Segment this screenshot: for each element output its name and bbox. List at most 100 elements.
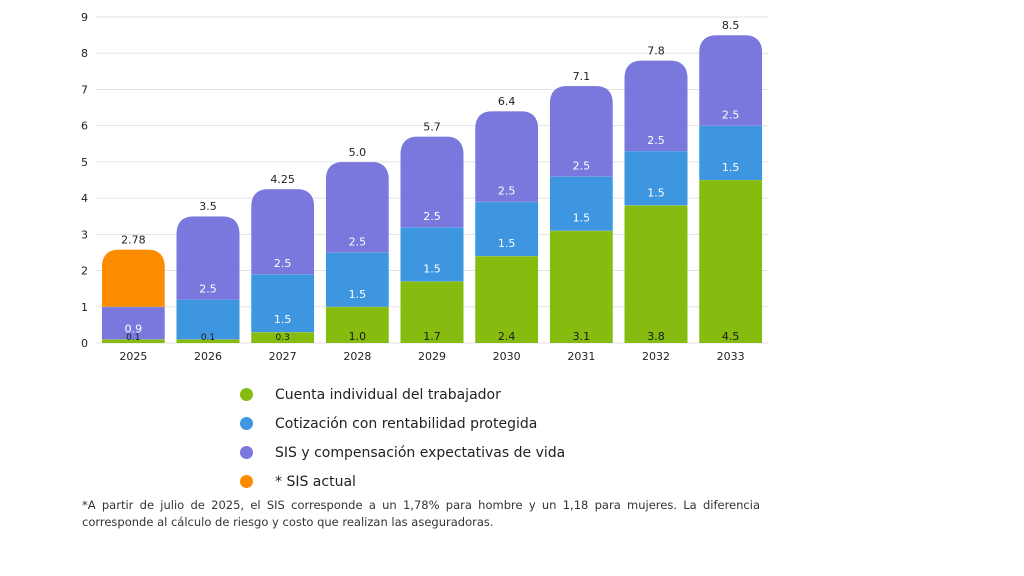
bar-segment	[624, 151, 688, 206]
bar-group-2030	[475, 111, 539, 343]
bar-group-2025	[101, 249, 165, 343]
bar-segment	[325, 161, 389, 253]
y-tick-label: 7	[81, 83, 88, 96]
legend: Cuenta individual del trabajador Cotizac…	[240, 380, 565, 496]
bar-group-2026	[176, 216, 240, 343]
legend-item-cuenta-individual: Cuenta individual del trabajador	[240, 380, 565, 409]
bar-group-2032	[624, 60, 688, 343]
x-tick-label: 2027	[269, 350, 297, 363]
legend-label: * SIS actual	[275, 473, 356, 490]
total-label: 2.78	[121, 234, 146, 247]
legend-swatch	[240, 417, 253, 430]
x-axis-ticks: 2025 2026 2027 2028 2029 2030 2031 2032 2033	[119, 350, 744, 363]
bars	[101, 35, 763, 343]
legend-label: Cuenta individual del trabajador	[275, 386, 501, 403]
bar-segment	[549, 230, 613, 343]
bar-segment	[475, 111, 539, 202]
data-label: 1.5	[647, 186, 665, 199]
y-tick-label: 5	[81, 156, 88, 169]
data-label: 0.1	[201, 333, 215, 343]
x-tick-label: 2032	[642, 350, 670, 363]
legend-label: SIS y compensación expectativas de vida	[275, 444, 566, 461]
data-label: 2.5	[423, 210, 441, 223]
bar-segment	[251, 332, 315, 343]
y-axis-ticks: 0 1 2 3 4 5 6 7 8 9	[81, 11, 88, 350]
bar-segment	[176, 339, 240, 343]
data-label: 2.5	[647, 134, 665, 147]
bar-segment	[699, 180, 763, 343]
data-label: 1.0	[349, 330, 367, 343]
bar-group-2033	[699, 35, 763, 343]
data-label: 2.5	[573, 159, 591, 172]
bar-segment	[400, 227, 464, 282]
bar-segment	[549, 176, 613, 231]
data-label: 4.5	[722, 330, 740, 343]
data-label: 2.5	[349, 235, 367, 248]
bar-segment	[624, 205, 688, 343]
bar-segment	[176, 299, 240, 340]
x-tick-label: 2025	[119, 350, 147, 363]
x-tick-label: 2029	[418, 350, 446, 363]
bar-segment	[400, 281, 464, 343]
bar-segment	[624, 60, 688, 152]
legend-swatch	[240, 446, 253, 459]
x-tick-label: 2030	[493, 350, 521, 363]
data-label: 1.5	[423, 262, 441, 275]
total-label: 7.1	[573, 70, 591, 83]
data-label: 1.5	[573, 212, 591, 225]
data-label: 1.7	[423, 330, 441, 343]
data-label: 2.5	[274, 257, 292, 270]
legend-item-sis-compensacion: SIS y compensación expectativas de vida	[240, 438, 565, 467]
data-label: 0.1	[126, 333, 140, 343]
bar-segment	[699, 35, 763, 126]
legend-item-cotizacion: Cotización con rentabilidad protegida	[240, 409, 565, 438]
data-label: 1.5	[349, 288, 367, 301]
data-label: 3.1	[573, 330, 591, 343]
total-label: 6.4	[498, 95, 516, 108]
legend-label: Cotización con rentabilidad protegida	[275, 415, 538, 432]
y-tick-label: 1	[81, 301, 88, 314]
bar-segment	[251, 189, 315, 275]
x-tick-label: 2031	[567, 350, 595, 363]
data-label: 2.5	[722, 109, 740, 122]
data-label: 3.8	[647, 330, 665, 343]
legend-item-sis-actual: * SIS actual	[240, 467, 565, 496]
y-tick-label: 4	[81, 192, 88, 205]
x-tick-label: 2026	[194, 350, 222, 363]
bar-segment	[101, 339, 165, 343]
bar-segment	[475, 256, 539, 343]
total-label: 5.0	[349, 146, 367, 159]
data-label: 1.5	[722, 161, 740, 174]
bar-segment	[251, 274, 315, 333]
bar-segment	[549, 85, 613, 177]
total-label: 3.5	[199, 200, 217, 213]
bar-segment	[101, 249, 165, 307]
x-tick-label: 2033	[717, 350, 745, 363]
bar-segment	[325, 252, 389, 307]
bar-segment	[101, 306, 165, 340]
data-label: 2.4	[498, 330, 516, 343]
footnote: *A partir de julio de 2025, el SIS corre…	[82, 498, 760, 529]
y-tick-label: 0	[81, 337, 88, 350]
bar-segment	[475, 201, 539, 257]
legend-swatch	[240, 388, 253, 401]
total-label: 5.7	[423, 121, 441, 134]
y-tick-label: 8	[81, 47, 88, 60]
data-label: 1.5	[274, 313, 292, 326]
y-tick-label: 9	[81, 11, 88, 24]
x-tick-label: 2028	[343, 350, 371, 363]
y-tick-label: 3	[81, 228, 88, 241]
bar-segment	[400, 136, 464, 228]
data-labels: 0.10.92.780.12.53.50.31.52.54.251.01.52.…	[121, 19, 739, 343]
legend-swatch	[240, 475, 253, 488]
total-label: 4.25	[270, 173, 295, 186]
total-label: 7.8	[647, 44, 665, 57]
bar-group-2031	[549, 85, 613, 343]
data-label: 2.5	[498, 185, 516, 198]
total-label: 8.5	[722, 19, 740, 32]
y-tick-label: 6	[81, 120, 88, 133]
data-label: 2.5	[199, 283, 217, 296]
bar-segment	[325, 306, 389, 343]
data-label: 1.5	[498, 237, 516, 250]
